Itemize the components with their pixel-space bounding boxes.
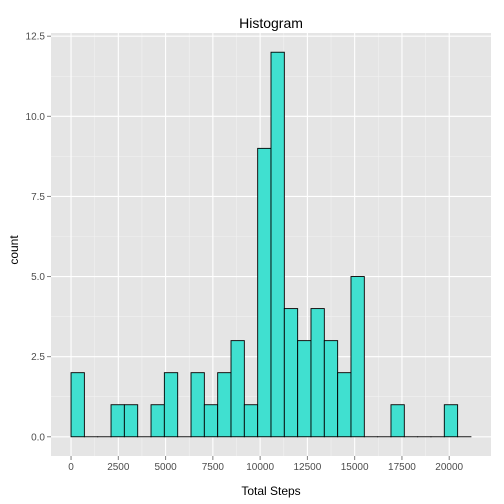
x-tick-label: 20000 [435, 462, 463, 473]
x-tick-label: 15000 [341, 462, 369, 473]
histogram-bar [191, 373, 204, 437]
histogram-bar [391, 405, 404, 437]
chart-title: Histogram [239, 15, 303, 31]
y-tick-label: 0.0 [31, 432, 45, 443]
y-tick-label: 10.0 [26, 112, 46, 123]
x-axis: 0 2500 5000 7500 10000 12500 15000 17500 20000 [68, 456, 463, 473]
histogram-bar [204, 405, 217, 437]
x-axis-title: Total Steps [241, 484, 300, 498]
x-tick-label: 5000 [154, 462, 177, 473]
histogram-bar [218, 373, 231, 437]
x-tick-label: 12500 [293, 462, 321, 473]
y-tick-label: 5.0 [31, 272, 45, 283]
x-tick-label: 10000 [246, 462, 274, 473]
histogram-bar [258, 148, 271, 436]
histogram-bar [324, 341, 337, 437]
histogram-bar [298, 341, 311, 437]
y-axis-title: count [7, 235, 21, 265]
x-tick-label: 7500 [202, 462, 225, 473]
histogram-bar [351, 277, 364, 437]
histogram-bar [338, 373, 351, 437]
y-tick-label: 2.5 [31, 352, 45, 363]
histogram-bar [284, 309, 297, 437]
histogram-bar [124, 405, 137, 437]
histogram-bar [271, 52, 284, 437]
x-tick-label: 0 [68, 462, 74, 473]
histogram-bar [244, 405, 257, 437]
y-tick-label: 7.5 [31, 192, 45, 203]
histogram-bar [311, 309, 324, 437]
x-tick-label: 17500 [388, 462, 416, 473]
x-tick-label: 2500 [107, 462, 130, 473]
y-tick-label: 12.5 [26, 32, 46, 43]
histogram-bar [111, 405, 124, 437]
histogram-bar [231, 341, 244, 437]
histogram-bar [444, 405, 457, 437]
y-axis: 0.0 2.5 5.0 7.5 10.0 12.5 [26, 32, 51, 444]
histogram-bar [71, 373, 84, 437]
histogram-bar [164, 373, 177, 437]
histogram-bar [151, 405, 164, 437]
